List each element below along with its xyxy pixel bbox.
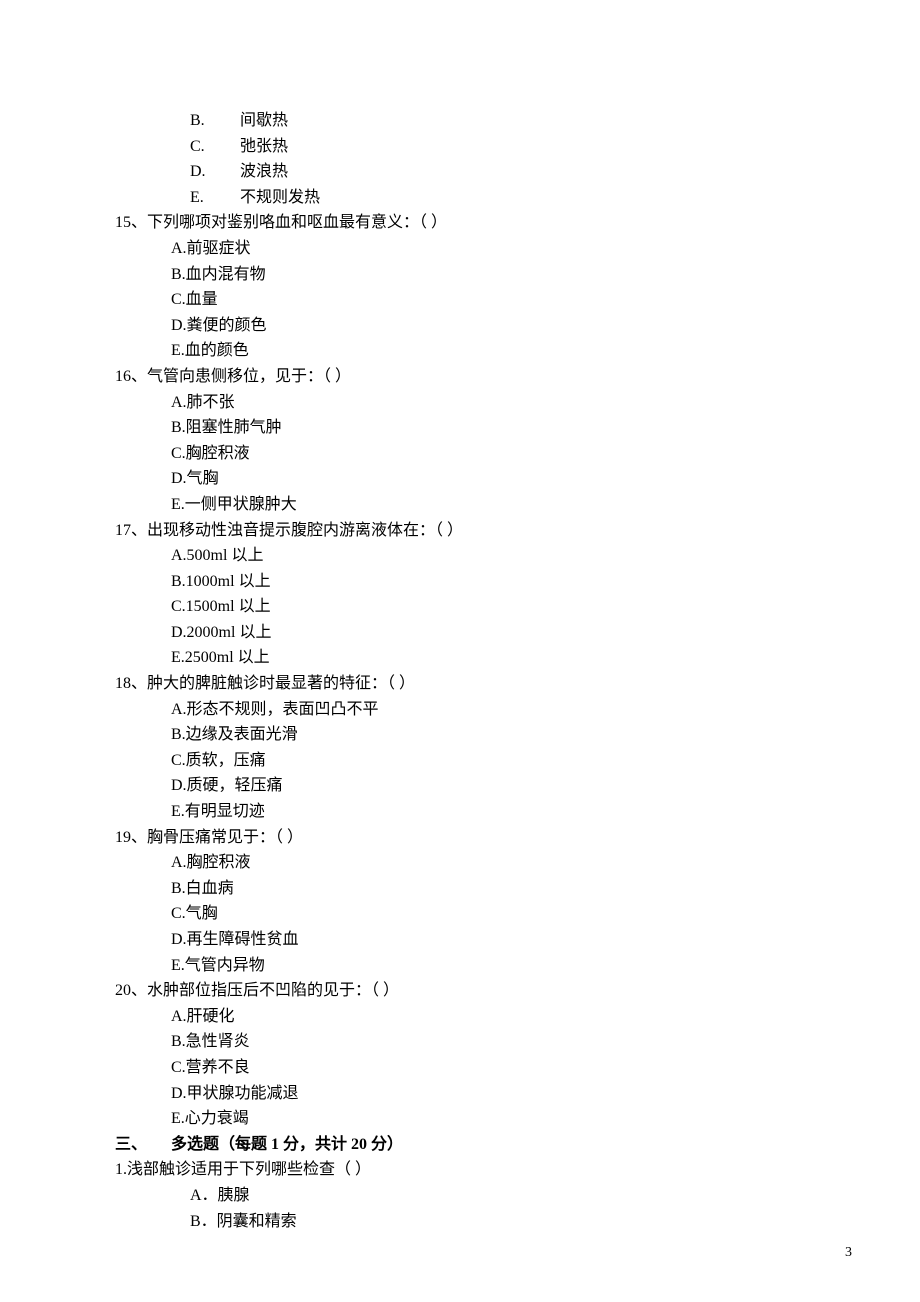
q16-option-d: D.气胸 xyxy=(115,466,850,492)
q20-option-a: A.肝硬化 xyxy=(115,1004,850,1030)
q15-option-d: D.粪便的颜色 xyxy=(115,313,850,339)
q17-text: 17、出现移动性浊音提示腹腔内游离液体在：（ ） xyxy=(115,518,850,544)
q16-text: 16、气管向患侧移位，见于：（ ） xyxy=(115,364,850,390)
q19-option-e: E.气管内异物 xyxy=(115,953,850,979)
option-text: 不规则发热 xyxy=(240,189,320,206)
q17-option-d: D.2000ml 以上 xyxy=(115,620,850,646)
q18-text: 18、肿大的脾脏触诊时最显著的特征：（ ） xyxy=(115,671,850,697)
q15-option-c: C.血量 xyxy=(115,287,850,313)
page-number: 3 xyxy=(845,1242,852,1264)
section-3-header: 三、多选题（每题 1 分，共计 20 分） xyxy=(115,1132,850,1158)
q19-option-c: C.气胸 xyxy=(115,901,850,927)
q20-option-b: B.急性肾炎 xyxy=(115,1029,850,1055)
s3q1-text: 1.浅部触诊适用于下列哪些检查（ ） xyxy=(115,1157,850,1183)
q19-option-a: A.胸腔积液 xyxy=(115,850,850,876)
q20-option-c: C.营养不良 xyxy=(115,1055,850,1081)
option-text: 波浪热 xyxy=(240,163,288,180)
s3q1-option-a: A．胰腺 xyxy=(115,1183,850,1209)
option-label: D. xyxy=(190,159,240,185)
option-label: B. xyxy=(190,108,240,134)
q20-option-e: E.心力衰竭 xyxy=(115,1106,850,1132)
option-text: 间歇热 xyxy=(240,112,288,129)
q19-option-b: B.白血病 xyxy=(115,876,850,902)
q18-option-d: D.质硬，轻压痛 xyxy=(115,773,850,799)
q15-option-b: B.血内混有物 xyxy=(115,262,850,288)
option-label: E. xyxy=(190,185,240,211)
q17-option-c: C.1500ml 以上 xyxy=(115,594,850,620)
section-title: 多选题（每题 1 分，共计 20 分） xyxy=(171,1136,403,1153)
q20-text: 20、水肿部位指压后不凹陷的见于：（ ） xyxy=(115,978,850,1004)
q14-option-c: C.弛张热 xyxy=(115,134,850,160)
section-num: 三、 xyxy=(115,1132,171,1158)
q16-option-c: C.胸腔积液 xyxy=(115,441,850,467)
q16-option-e: E.一侧甲状腺肿大 xyxy=(115,492,850,518)
q17-option-b: B.1000ml 以上 xyxy=(115,569,850,595)
q16-option-b: B.阻塞性肺气肿 xyxy=(115,415,850,441)
option-label: C. xyxy=(190,134,240,160)
q14-option-d: D.波浪热 xyxy=(115,159,850,185)
q15-option-a: A.前驱症状 xyxy=(115,236,850,262)
q14-option-e: E.不规则发热 xyxy=(115,185,850,211)
option-text: 弛张热 xyxy=(240,138,288,155)
q16-option-a: A.肺不张 xyxy=(115,390,850,416)
q14-option-b: B.间歇热 xyxy=(115,108,850,134)
q18-option-c: C.质软，压痛 xyxy=(115,748,850,774)
s3q1-option-b: B．阴囊和精索 xyxy=(115,1209,850,1235)
document-content: B.间歇热 C.弛张热 D.波浪热 E.不规则发热 15、下列哪项对鉴别咯血和呕… xyxy=(115,108,850,1234)
q15-option-e: E.血的颜色 xyxy=(115,338,850,364)
q18-option-b: B.边缘及表面光滑 xyxy=(115,722,850,748)
q19-text: 19、胸骨压痛常见于：（ ） xyxy=(115,825,850,851)
q15-text: 15、下列哪项对鉴别咯血和呕血最有意义：（ ） xyxy=(115,210,850,236)
q17-option-a: A.500ml 以上 xyxy=(115,543,850,569)
q20-option-d: D.甲状腺功能减退 xyxy=(115,1081,850,1107)
q18-option-e: E.有明显切迹 xyxy=(115,799,850,825)
q17-option-e: E.2500ml 以上 xyxy=(115,645,850,671)
q18-option-a: A.形态不规则，表面凹凸不平 xyxy=(115,697,850,723)
q19-option-d: D.再生障碍性贫血 xyxy=(115,927,850,953)
